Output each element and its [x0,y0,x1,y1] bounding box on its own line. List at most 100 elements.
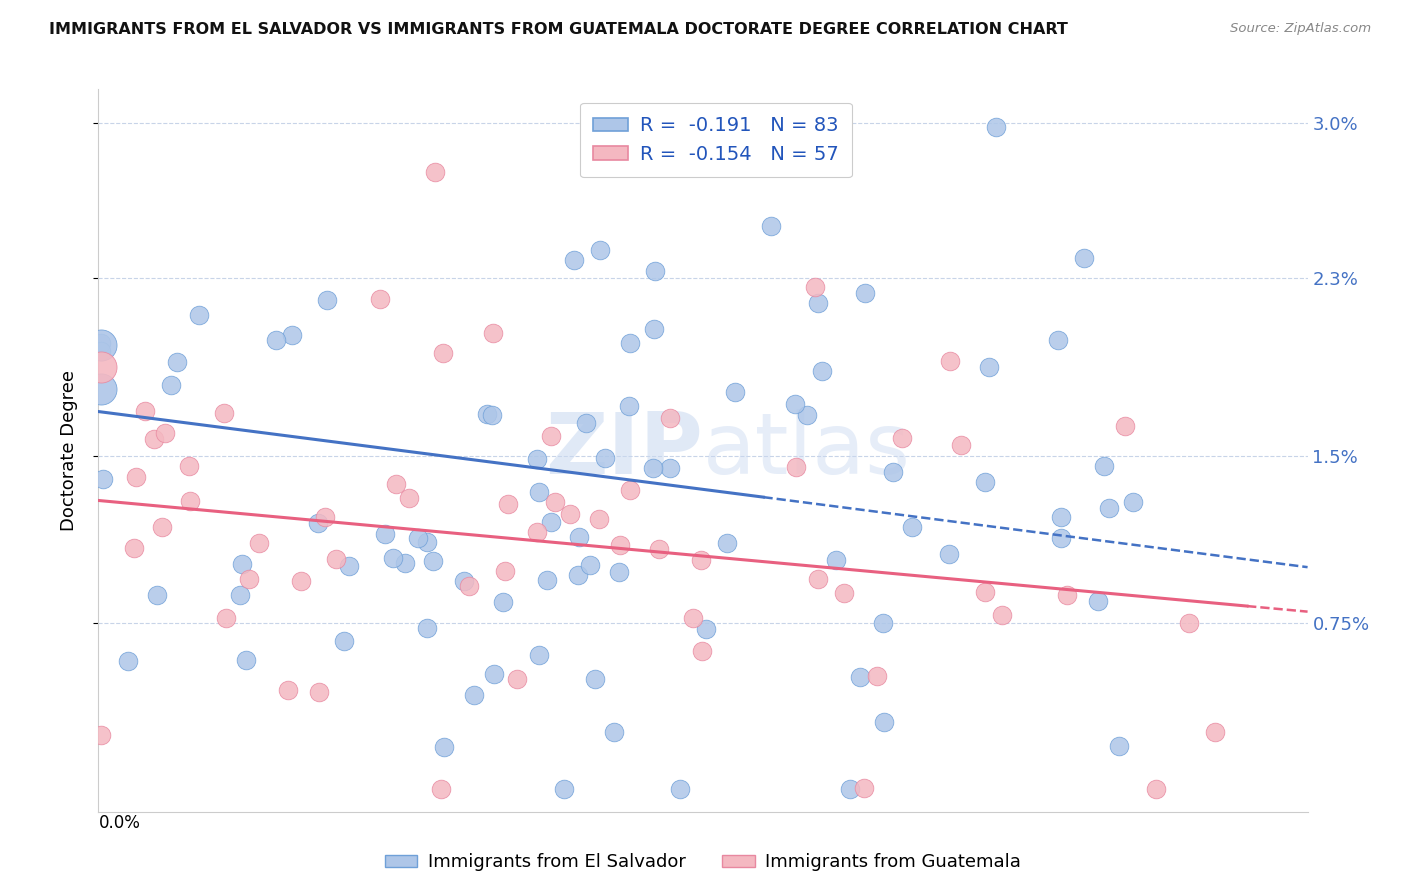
Point [619,336,641,351]
Text: ZIP: ZIP [546,409,703,492]
Point [215,610,238,624]
Point [609,538,631,552]
Point [1108,739,1130,753]
Point [973,585,995,599]
Point [117,654,139,668]
Point [325,552,347,566]
Point [979,360,1001,375]
Point [122,541,145,555]
Point [90,338,112,352]
Point [849,670,872,684]
Point [527,648,550,663]
Point [492,595,515,609]
Point [974,475,997,489]
Point [281,327,304,342]
Point [575,417,598,431]
Point [938,547,960,561]
Point [593,450,616,465]
Point [212,406,235,420]
Point [853,780,876,795]
Point [553,782,575,797]
Point [1114,419,1136,434]
Point [394,556,416,570]
Point [807,296,830,310]
Point [526,525,548,540]
Point [783,397,806,411]
Point [872,615,894,630]
Point [669,782,692,797]
Point [247,536,270,550]
Point [229,588,252,602]
Point [477,407,499,421]
Point [339,559,361,574]
Point [589,244,612,258]
Point [416,621,439,635]
Point [496,497,519,511]
Point [526,452,548,467]
Point [314,510,336,524]
Point [543,495,565,509]
Point [568,531,591,545]
Point [866,669,889,683]
Point [91,472,114,486]
Point [416,534,439,549]
Point [235,653,257,667]
Point [134,403,156,417]
Point [658,461,681,475]
Point [567,567,589,582]
Point [1056,588,1078,602]
Point [690,643,713,657]
Point [481,408,503,422]
Point [153,425,176,440]
Point [453,574,475,589]
Point [644,264,666,278]
Point [540,515,562,529]
Point [484,667,506,681]
Point [682,611,704,625]
Point [617,399,640,413]
Point [1177,616,1199,631]
Point [807,572,830,586]
Point [882,466,904,480]
Legend: R =  -0.191   N = 83, R =  -0.154   N = 57: R = -0.191 N = 83, R = -0.154 N = 57 [579,103,852,178]
Point [315,293,337,308]
Point [90,336,112,351]
Point [536,573,558,587]
Point [1092,459,1115,474]
Point [187,309,209,323]
Point [150,519,173,533]
Point [1046,334,1069,348]
Y-axis label: Doctorate Degree: Doctorate Degree [59,370,77,531]
Point [873,715,896,730]
Point [785,460,807,475]
Point [603,724,626,739]
Point [90,382,112,396]
Point [423,165,446,179]
Point [432,346,454,360]
Point [160,377,183,392]
Point [853,286,876,301]
Point [146,589,169,603]
Point [381,551,404,566]
Point [759,219,782,233]
Point [90,360,112,375]
Point [1122,494,1144,508]
Point [950,438,973,452]
Point [277,682,299,697]
Text: 0.0%: 0.0% [98,814,141,831]
Text: atlas: atlas [703,409,911,492]
Point [716,536,738,550]
Legend: Immigrants from El Salvador, Immigrants from Guatemala: Immigrants from El Salvador, Immigrants … [378,847,1028,879]
Point [179,494,201,508]
Point [494,564,516,578]
Point [385,477,408,491]
Text: IMMIGRANTS FROM EL SALVADOR VS IMMIGRANTS FROM GUATEMALA DOCTORATE DEGREE CORREL: IMMIGRANTS FROM EL SALVADOR VS IMMIGRANT… [49,22,1069,37]
Point [939,354,962,368]
Point [643,461,665,475]
Point [408,531,430,545]
Point [238,573,260,587]
Point [458,579,481,593]
Point [803,280,825,294]
Point [333,634,356,648]
Point [433,739,456,754]
